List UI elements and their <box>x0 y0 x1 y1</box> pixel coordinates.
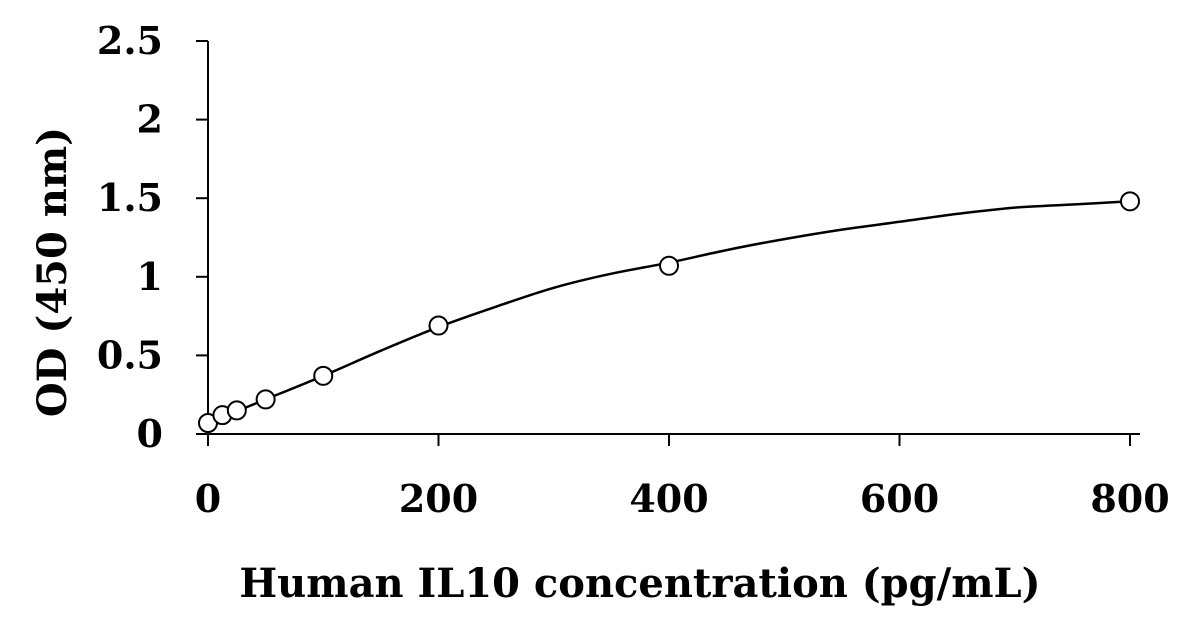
data-markers <box>198 191 1140 433</box>
y-tick-label: 2.5 <box>97 18 163 63</box>
x-axis-ticks: 0 200 400 600 800 <box>195 434 1170 521</box>
y-tick-label: 0.5 <box>97 332 163 377</box>
y-tick-label: 2 <box>137 97 163 142</box>
y-tick-label: 0 <box>137 411 163 456</box>
y-tick-label: 1 <box>137 254 163 299</box>
x-axis-title: Human IL10 concentration (pg/mL) <box>239 560 1040 607</box>
data-point <box>313 365 334 386</box>
x-tick-label: 0 <box>195 476 221 521</box>
y-axis-ticks: 0 0.5 1 1.5 2 2.5 <box>97 18 208 456</box>
data-point <box>428 315 449 336</box>
data-point <box>1120 191 1140 212</box>
x-tick-label: 600 <box>860 476 939 521</box>
data-point <box>659 255 679 276</box>
y-tick-label: 1.5 <box>97 175 163 220</box>
x-tick-label: 400 <box>629 476 708 521</box>
data-point <box>255 389 276 410</box>
y-axis-title: OD (450 nm) <box>29 127 76 417</box>
fit-curve <box>207 200 1131 425</box>
x-tick-label: 800 <box>1090 476 1169 521</box>
data-point <box>226 400 247 421</box>
x-tick-label: 200 <box>399 476 478 521</box>
